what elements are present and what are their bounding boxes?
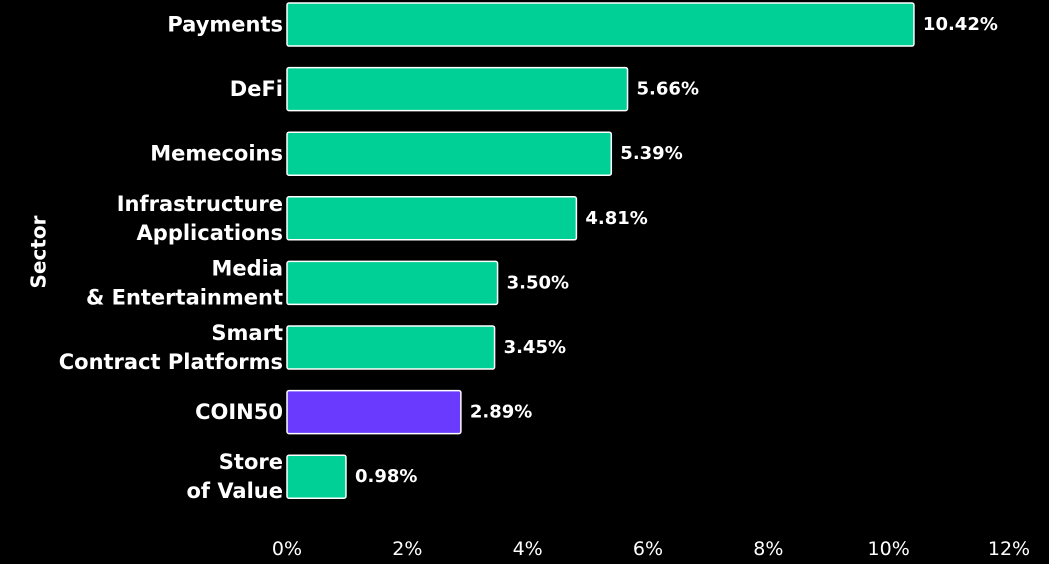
bar-1 (286, 66, 629, 112)
x-tick-label-0: 0% (272, 538, 302, 560)
x-axis-ticks-group: 0% 2% 4% 6% 8% 10% 12% (272, 538, 1030, 560)
category-label-5-line-0: Smart (211, 321, 283, 345)
category-labels-group: Payments DeFi Memecoins Infrastructure Appli… (59, 13, 283, 504)
x-tick-label-6: 12% (988, 538, 1030, 560)
category-label-1-line-0: DeFi (230, 77, 283, 101)
bar-6 (286, 389, 462, 435)
value-label-3: 4.81% (585, 208, 647, 229)
value-label-4: 3.50% (507, 272, 569, 293)
category-label-4-line-1: & Entertainment (86, 285, 283, 309)
category-label-4-line-0: Media (211, 256, 283, 280)
category-label-0-line-0: Payments (167, 13, 283, 37)
value-label-1: 5.66% (637, 79, 699, 100)
bar-4 (286, 260, 499, 306)
x-tick-label-3: 6% (633, 538, 663, 560)
category-label-2-line-0: Memecoins (150, 142, 283, 166)
value-label-5: 3.45% (504, 337, 566, 358)
x-tick-label-4: 8% (753, 538, 783, 560)
bar-3 (286, 196, 578, 241)
y-axis-title-group: Sector (27, 215, 51, 288)
category-label-7-line-0: Store (219, 450, 283, 474)
y-axis-title: Sector (27, 215, 51, 288)
bar-2 (286, 131, 613, 176)
x-tick-label-1: 2% (392, 538, 422, 560)
category-label-3-line-0: Infrastructure (117, 192, 283, 216)
value-labels-group: 10.42% 5.66% 5.39% 4.81% 3.50% 3.45% 2.89% 0.98… (355, 14, 998, 487)
bars-group (286, 2, 915, 499)
category-label-7-line-1: of Value (186, 479, 283, 503)
x-tick-label-2: 4% (513, 538, 543, 560)
bar-5 (286, 325, 496, 370)
category-label-6-line-0: COIN50 (195, 400, 283, 424)
category-label-3-line-1: Applications (137, 221, 283, 245)
value-label-7: 0.98% (355, 466, 417, 487)
value-label-0: 10.42% (923, 14, 998, 35)
x-tick-label-5: 10% (868, 538, 910, 560)
bar-0 (286, 2, 915, 47)
value-label-6: 2.89% (470, 402, 532, 423)
bar-7 (286, 454, 347, 499)
category-label-5-line-1: Contract Platforms (59, 350, 283, 374)
value-label-2: 5.39% (620, 143, 682, 164)
